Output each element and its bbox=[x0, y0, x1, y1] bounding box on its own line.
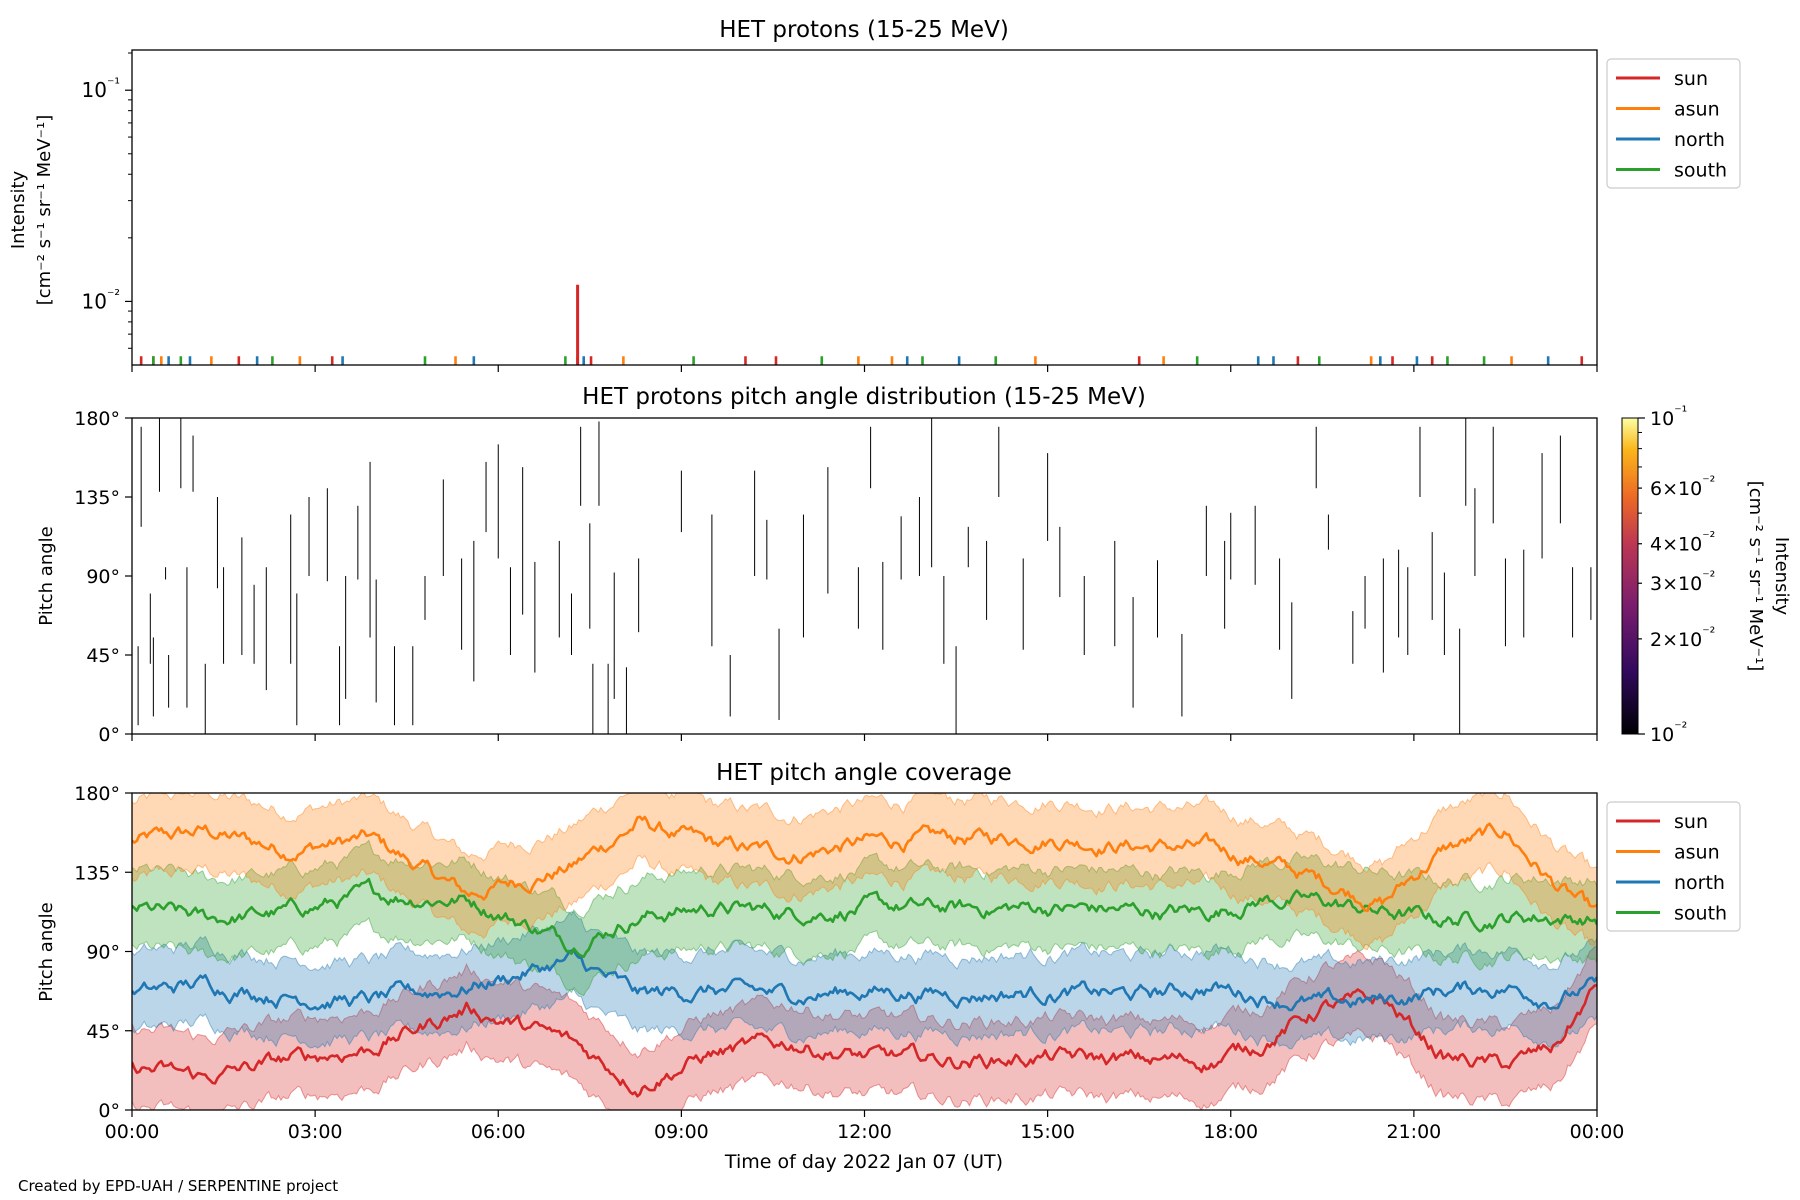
y-tick-label: 180° bbox=[74, 783, 120, 805]
panel1-ylabel: Intensity [cm⁻² s⁻¹ sr⁻¹ MeV⁻¹] bbox=[8, 115, 55, 306]
panel3-plot-area bbox=[132, 793, 1597, 1110]
panel2-ylabel: Pitch angle bbox=[36, 526, 57, 625]
x-tick-label: 00:00 bbox=[1570, 1121, 1625, 1143]
ylabel-line: [cm⁻² s⁻¹ sr⁻¹ MeV⁻¹] bbox=[34, 115, 55, 306]
legend-label-sun: sun bbox=[1674, 811, 1708, 833]
colorbar-tick-label: 6×10⁻² bbox=[1650, 474, 1715, 500]
legend-top: sun asun north south bbox=[1606, 58, 1741, 189]
coverage-line-asun bbox=[132, 815, 1597, 913]
y-tick-label: 90° bbox=[86, 566, 120, 588]
y-tick-label: 10⁻¹ bbox=[82, 76, 120, 102]
panel3-title: HET pitch angle coverage bbox=[716, 760, 1012, 786]
coverage-band-asun bbox=[132, 793, 1597, 951]
colorbar-label: Intensity[cm⁻² s⁻¹ sr⁻¹ MeV⁻¹] bbox=[1745, 481, 1792, 672]
legend-label-asun: asun bbox=[1674, 842, 1720, 864]
panel2-ticks: 0° 45° 90° 135° 180° bbox=[74, 408, 1598, 746]
y-tick-label: 0° bbox=[98, 1100, 120, 1122]
coverage-line-north bbox=[132, 949, 1597, 1012]
x-tick-label: 03:00 bbox=[288, 1121, 343, 1143]
colorbar-tick-label: 10⁻² bbox=[1650, 720, 1687, 746]
y-tick-label: 10⁻² bbox=[82, 287, 120, 313]
credit-text: Created by EPD-UAH / SERPENTINE project bbox=[18, 1177, 339, 1195]
panel1-title: HET protons (15-25 MeV) bbox=[719, 17, 1009, 43]
x-axis-label: Time of day 2022 Jan 07 (UT) bbox=[724, 1151, 1003, 1173]
coverage-band-sun bbox=[132, 946, 1597, 1110]
x-tick-label: 12:00 bbox=[837, 1121, 892, 1143]
x-tick-label: 15:00 bbox=[1020, 1121, 1075, 1143]
legend-label-south: south bbox=[1674, 160, 1727, 182]
colorbar-tick-label: 4×10⁻² bbox=[1650, 530, 1715, 556]
y-tick-label: 90° bbox=[86, 942, 120, 964]
panel-pitch-coverage: HET pitch angle coverage Pitch angle 0° 4… bbox=[36, 760, 1741, 1173]
x-tick-label: 00:00 bbox=[105, 1121, 160, 1143]
y-tick-label: 180° bbox=[74, 408, 120, 430]
y-tick-label: 135° bbox=[74, 487, 120, 509]
colorbar-label-line: [cm⁻² s⁻¹ sr⁻¹ MeV⁻¹] bbox=[1745, 481, 1766, 672]
legend-label-asun: asun bbox=[1674, 99, 1720, 121]
y-tick-label: 0° bbox=[98, 724, 120, 746]
y-tick-label: 45° bbox=[86, 645, 120, 667]
colorbar-tick-label: 2×10⁻² bbox=[1650, 625, 1715, 651]
panel3-frame bbox=[131, 792, 1598, 1111]
panel3-ylabel: Pitch angle bbox=[36, 902, 57, 1001]
legend-label-north: north bbox=[1674, 872, 1725, 894]
legend-label-south: south bbox=[1674, 903, 1727, 925]
x-tick-label: 18:00 bbox=[1203, 1121, 1258, 1143]
legend-bottom: sun asun north south bbox=[1606, 801, 1741, 932]
panel-pitch-distribution: HET protons pitch angle distribution (15… bbox=[36, 384, 1792, 746]
colorbar-label-line: Intensity bbox=[1771, 537, 1792, 616]
panel2-title: HET protons pitch angle distribution (15… bbox=[582, 384, 1146, 410]
x-tick-label: 09:00 bbox=[654, 1121, 709, 1143]
colorbar-ticks: 10⁻¹ 6×10⁻² 4×10⁻² 3×10⁻² 2×10⁻² 10⁻² bbox=[1638, 404, 1715, 746]
coverage-line-south bbox=[132, 877, 1597, 958]
coverage-line-sun bbox=[132, 984, 1597, 1098]
y-tick-label: 45° bbox=[86, 1021, 120, 1043]
coverage-band-north bbox=[132, 911, 1597, 1050]
panel3-ticks: 0° 45° 90° 135° 180° 00:00 03:00 06:00 09:00 12:0… bbox=[74, 783, 1624, 1143]
panel2-plot-area bbox=[137, 418, 1592, 734]
colorbar-tick-label: 10⁻¹ bbox=[1650, 404, 1687, 430]
y-tick-label: 135° bbox=[74, 862, 120, 884]
colorbar bbox=[1621, 417, 1639, 735]
panel1-plot-area bbox=[139, 284, 1584, 365]
panel1-frame bbox=[131, 49, 1598, 366]
legend-label-north: north bbox=[1674, 129, 1725, 151]
colorbar-tick-label: 3×10⁻² bbox=[1650, 569, 1715, 595]
legend-box bbox=[1606, 58, 1741, 189]
x-tick-label: 06:00 bbox=[471, 1121, 526, 1143]
ylabel-line: Intensity bbox=[8, 170, 29, 249]
x-tick-label: 21:00 bbox=[1386, 1121, 1441, 1143]
legend-box bbox=[1606, 801, 1741, 932]
panel2-frame bbox=[131, 417, 1598, 735]
panel1-ticks: 10⁻¹ 10⁻² bbox=[82, 52, 1598, 372]
legend-label-sun: sun bbox=[1674, 68, 1708, 90]
panel-intensity: HET protons (15-25 MeV) Intensity [cm⁻² s… bbox=[8, 17, 1741, 372]
